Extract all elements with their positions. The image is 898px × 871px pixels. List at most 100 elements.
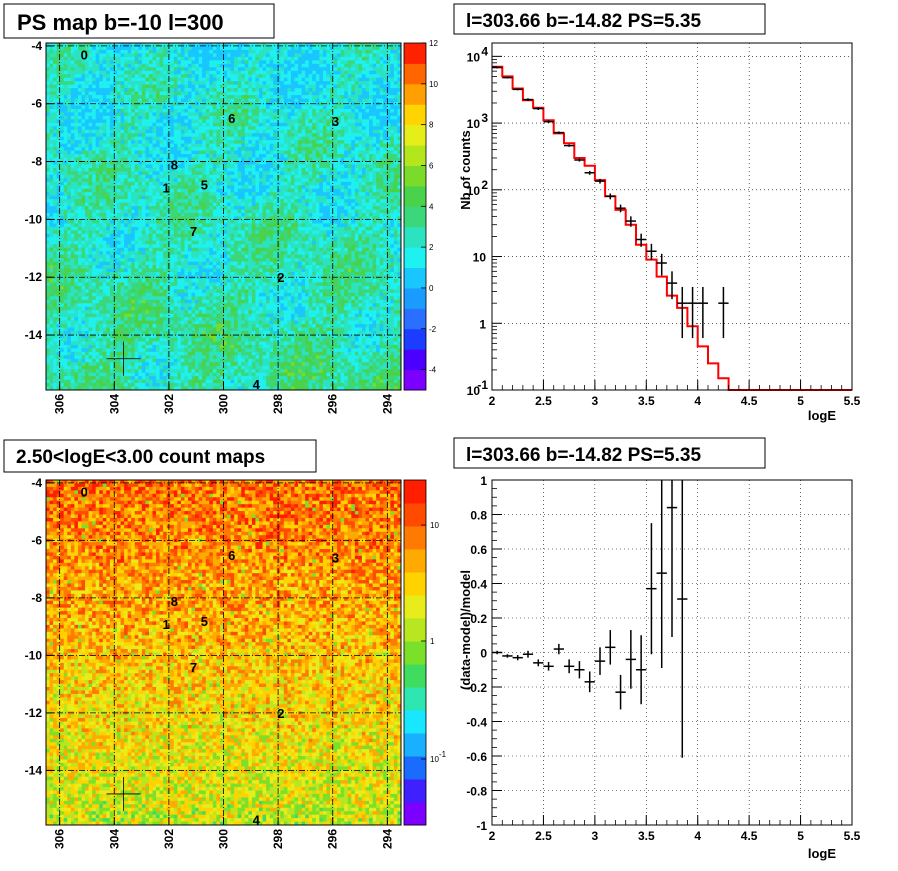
heatmap-cell bbox=[131, 63, 136, 68]
heatmap-cell bbox=[92, 379, 97, 384]
heatmap-cell bbox=[124, 348, 129, 353]
heatmap-cell bbox=[74, 105, 79, 110]
heatmap-cell bbox=[46, 358, 50, 363]
heatmap-cell bbox=[74, 320, 79, 325]
heatmap-cell bbox=[77, 230, 82, 235]
heatmap-cell bbox=[152, 136, 157, 141]
heatmap-cell bbox=[99, 230, 104, 235]
heatmap-cell bbox=[49, 376, 54, 380]
heatmap-cell bbox=[163, 268, 168, 273]
heatmap-cell bbox=[148, 133, 153, 138]
heatmap-cell bbox=[60, 254, 65, 259]
heatmap-cell bbox=[202, 167, 207, 172]
heatmap-cell bbox=[46, 67, 50, 72]
heatmap-cell bbox=[177, 91, 182, 96]
heatmap-cell bbox=[92, 251, 97, 256]
heatmap-cell bbox=[102, 369, 107, 374]
heatmap-cell bbox=[60, 306, 65, 311]
heatmap-cell bbox=[95, 98, 100, 103]
heatmap-cell bbox=[109, 108, 114, 113]
heatmap-cell bbox=[184, 178, 189, 183]
heatmap-cell bbox=[70, 108, 75, 113]
heatmap-cell bbox=[120, 355, 125, 360]
heatmap-cell bbox=[209, 133, 214, 138]
heatmap-cell bbox=[60, 63, 65, 68]
heatmap-cell bbox=[202, 108, 207, 113]
heatmap-cell bbox=[170, 348, 175, 353]
heatmap-cell bbox=[141, 376, 146, 380]
heatmap-cell bbox=[95, 369, 100, 374]
heatmap-cell bbox=[166, 303, 171, 308]
heatmap-cell bbox=[102, 258, 107, 263]
heatmap-cell bbox=[120, 261, 125, 266]
heatmap-cell bbox=[63, 91, 68, 96]
heatmap-cell bbox=[148, 108, 153, 113]
heatmap-cell bbox=[131, 337, 136, 342]
heatmap-cell bbox=[49, 272, 54, 276]
heatmap-cell bbox=[109, 129, 114, 134]
heatmap-cell bbox=[173, 88, 178, 92]
heatmap-cell bbox=[134, 223, 139, 228]
heatmap-cell bbox=[170, 240, 175, 245]
heatmap-cell bbox=[46, 174, 50, 179]
heatmap-cell bbox=[219, 199, 224, 204]
heatmap-cell bbox=[166, 213, 171, 217]
heatmap-cell bbox=[170, 289, 175, 294]
heatmap-cell bbox=[195, 67, 200, 72]
heatmap-cell bbox=[219, 209, 224, 214]
heatmap-cell bbox=[195, 63, 200, 68]
heatmap-cell bbox=[53, 143, 58, 148]
heatmap-cell bbox=[145, 199, 150, 204]
heatmap-cell bbox=[88, 289, 93, 294]
heatmap-cell bbox=[53, 258, 58, 263]
heatmap-cell bbox=[212, 278, 217, 283]
heatmap-cell bbox=[180, 296, 185, 301]
heatmap-cell bbox=[109, 195, 114, 200]
heatmap-cell bbox=[209, 226, 214, 231]
heatmap-cell bbox=[106, 362, 111, 367]
heatmap-cell bbox=[70, 386, 75, 391]
heatmap-cell bbox=[109, 49, 114, 54]
heatmap-cell bbox=[49, 296, 54, 301]
heatmap-cell bbox=[67, 147, 72, 151]
heatmap-cell bbox=[198, 160, 203, 165]
heatmap-cell bbox=[53, 136, 58, 141]
heatmap-cell bbox=[156, 178, 160, 183]
heatmap-cell bbox=[177, 98, 182, 103]
heatmap-cell bbox=[145, 53, 150, 58]
heatmap-cell bbox=[60, 98, 65, 103]
heatmap-cell bbox=[99, 358, 104, 363]
heatmap-cell bbox=[191, 84, 196, 89]
heatmap-cell bbox=[138, 195, 143, 200]
heatmap-cell bbox=[198, 53, 203, 58]
heatmap-cell bbox=[184, 278, 189, 283]
heatmap-cell bbox=[156, 88, 160, 92]
heatmap-cell bbox=[152, 282, 157, 287]
heatmap-cell bbox=[141, 185, 146, 190]
heatmap-cell bbox=[106, 98, 111, 103]
heatmap-cell bbox=[148, 147, 153, 151]
heatmap-cell bbox=[67, 362, 72, 367]
heatmap-cell bbox=[85, 88, 89, 92]
heatmap-cell bbox=[156, 226, 160, 231]
heatmap-cell bbox=[170, 292, 175, 297]
heatmap-cell bbox=[102, 219, 107, 224]
heatmap-cell bbox=[56, 344, 61, 349]
heatmap-cell bbox=[180, 268, 185, 273]
heatmap-cell bbox=[177, 206, 182, 210]
heatmap-cell bbox=[67, 355, 72, 360]
heatmap-cell bbox=[156, 108, 160, 113]
heatmap-cell bbox=[145, 306, 150, 311]
heatmap-cell bbox=[145, 362, 150, 367]
heatmap-cell bbox=[74, 213, 79, 217]
heatmap-cell bbox=[74, 331, 79, 335]
heatmap-cell bbox=[134, 49, 139, 54]
heatmap-cell bbox=[141, 261, 146, 266]
heatmap-cell bbox=[106, 91, 111, 96]
heatmap-cell bbox=[88, 77, 93, 82]
heatmap-cell bbox=[134, 272, 139, 276]
heatmap-cell bbox=[202, 122, 207, 127]
heatmap-cell bbox=[141, 46, 146, 51]
heatmap-cell bbox=[170, 383, 175, 387]
heatmap-cell bbox=[145, 341, 150, 346]
